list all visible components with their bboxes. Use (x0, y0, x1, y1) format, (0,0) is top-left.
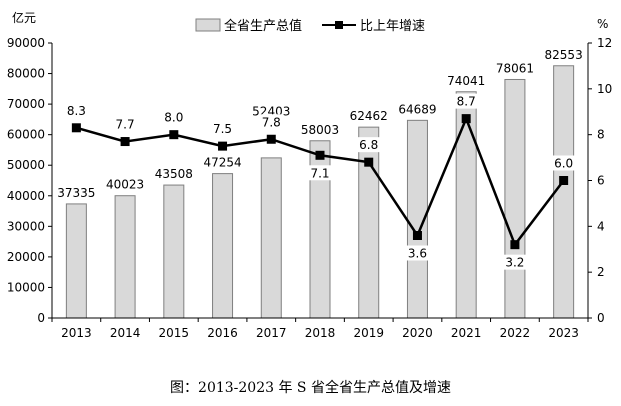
growth-value-label: 6.8 (359, 138, 378, 152)
growth-value-label: 8.0 (164, 111, 183, 125)
bar-value-label: 40023 (106, 178, 144, 192)
left-tick-label: 0 (37, 311, 45, 325)
growth-marker-2018 (315, 150, 325, 160)
figure-caption: 图：2013-2023 年 S 省全省生产总值及增速 (170, 380, 451, 396)
bar-gdp-2014 (114, 195, 136, 319)
right-tick-label: 4 (597, 219, 605, 233)
growth-label-bg (551, 155, 576, 171)
right-tick-label: 0 (597, 311, 605, 325)
left-tick-label: 80000 (7, 67, 45, 81)
growth-value-label: 6.0 (554, 157, 573, 171)
legend: 全省生产总值 比上年增速 (195, 18, 425, 34)
left-tick-label: 30000 (7, 219, 45, 233)
x-tick-label: 2017 (256, 326, 287, 340)
right-tick-label: 10 (597, 82, 612, 96)
left-tick-label: 20000 (7, 250, 45, 264)
left-axis-ticks: 0 10000 20000 30000 40000 50000 60000 70000 8000… (7, 36, 52, 325)
growth-value-label: 3.6 (408, 247, 427, 261)
bar-value-label: 47254 (203, 156, 241, 170)
growth-value-label: 7.5 (213, 122, 232, 136)
growth-label-bg (113, 116, 138, 132)
bar-value-label: 74041 (447, 74, 485, 88)
right-axis-ticks: 0 2 4 6 8 10 12 (588, 36, 612, 325)
left-axis-unit: 亿元 (12, 10, 36, 25)
x-tick-label: 2014 (110, 326, 141, 340)
growth-label-bg (161, 109, 186, 125)
bar-value-label: 37335 (57, 186, 95, 200)
growth-label-bg (210, 121, 235, 137)
x-tick-label: 2022 (500, 326, 531, 340)
x-tick-label: 2015 (159, 326, 190, 340)
left-tick-label: 10000 (7, 280, 45, 294)
growth-value-label: 8.3 (67, 104, 86, 118)
bar-gdp-2016 (212, 173, 234, 319)
right-axis-unit: % (597, 17, 608, 31)
bar-gdp-2019 (358, 126, 380, 319)
growth-value-label: 3.2 (505, 256, 524, 270)
left-tick-label: 90000 (7, 36, 45, 50)
growth-marker-2014 (120, 137, 130, 147)
left-tick-label: 50000 (7, 158, 45, 172)
right-tick-label: 12 (597, 36, 612, 50)
growth-marker-2013 (71, 123, 81, 133)
bar-value-label: 58003 (301, 123, 339, 137)
right-tick-label: 8 (597, 128, 605, 142)
bar-value-label: 64689 (398, 102, 436, 116)
bar-gdp-2013 (65, 203, 87, 319)
x-tick-label: 2023 (548, 326, 579, 340)
growth-marker-2022 (510, 240, 520, 250)
legend-bar-label: 全省生产总值 (224, 18, 302, 34)
gdp-growth-chart: 亿元 % 全省生产总值 比上年增速 0 10000 20000 30000 40000 5… (7, 10, 612, 340)
x-tick-label: 2013 (61, 326, 92, 340)
bar-gdp-2017 (260, 157, 282, 319)
bar-gdp-2023 (553, 65, 575, 319)
left-tick-label: 40000 (7, 189, 45, 203)
growth-value-label: 7.8 (262, 115, 281, 129)
right-tick-label: 6 (597, 174, 605, 188)
bar-value-label: 82553 (545, 48, 583, 62)
growth-marker-2023 (559, 176, 569, 185)
growth-label-bg (259, 114, 284, 130)
growth-marker-2015 (169, 130, 179, 140)
growth-label-bg (64, 102, 89, 118)
right-tick-label: 2 (597, 265, 605, 279)
growth-value-label: 8.7 (457, 95, 476, 109)
growth-value-label: 7.7 (116, 118, 135, 132)
growth-marker-2021 (461, 114, 471, 124)
left-tick-label: 70000 (7, 97, 45, 111)
legend-bar-swatch (195, 18, 221, 32)
growth-marker-2017 (266, 134, 276, 144)
bar-value-label: 43508 (155, 167, 193, 181)
x-tick-label: 2019 (353, 326, 384, 340)
legend-line-label: 比上年增速 (360, 19, 425, 34)
growth-label-bg (356, 137, 381, 153)
line-labels: 8.3 7.7 8.0 7.5 7.8 7.1 6.8 3.6 8.7 3.2 6.0 (64, 93, 576, 270)
legend-line-marker (335, 21, 343, 29)
growth-label-bg (308, 165, 332, 181)
growth-value-label: 7.1 (310, 166, 329, 180)
left-tick-label: 60000 (7, 128, 45, 142)
bar-gdp-2021 (455, 91, 477, 319)
line-series (71, 114, 569, 250)
x-tick-label: 2016 (207, 326, 238, 340)
growth-marker-2019 (364, 157, 374, 167)
growth-marker-2016 (218, 141, 228, 151)
bar-value-label: 78061 (496, 61, 534, 75)
growth-label-bg (502, 254, 527, 270)
x-tick-label: 2020 (402, 326, 433, 340)
bar-series (65, 65, 575, 319)
x-tick-label: 2018 (305, 326, 336, 340)
growth-label-bg (405, 245, 430, 261)
bar-gdp-2015 (163, 184, 185, 319)
bar-value-label: 62462 (350, 109, 388, 123)
growth-marker-2020 (412, 231, 422, 240)
bar-gdp-2022 (504, 78, 526, 319)
x-axis-ticks: 2013 2014 2015 2016 2017 2018 2019 2020 2021 2022… (51, 318, 589, 340)
growth-label-bg (454, 93, 479, 109)
x-tick-label: 2021 (451, 326, 482, 340)
